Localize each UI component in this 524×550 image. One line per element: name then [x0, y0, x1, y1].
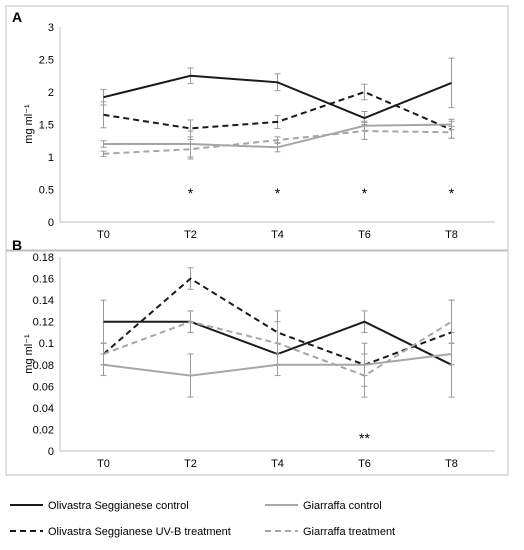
- series-line: [103, 74, 452, 120]
- significance-marker: *: [362, 185, 368, 201]
- y-tick-label: 0.18: [33, 252, 54, 264]
- y-tick-label: 3: [48, 22, 54, 34]
- significance-marker: **: [359, 430, 370, 446]
- y-tick-label: 2: [48, 87, 54, 99]
- x-tick-label: T0: [97, 229, 110, 241]
- panel-label: B: [12, 237, 22, 253]
- panel-b-chart: B 0 0.02 0.04 0.06 0.08 0.1 0.12 0.14 0.16 0.18 mg …: [5, 237, 509, 476]
- series-line: [103, 123, 452, 149]
- series-line: [102, 277, 452, 366]
- chart-frame: [5, 249, 509, 476]
- y-tick-label: 0.06: [33, 381, 54, 393]
- x-tick-label: T8: [445, 458, 458, 470]
- y-tick-label: 0.5: [39, 185, 54, 197]
- y-tick-label: 0.04: [33, 403, 54, 415]
- series-line: [103, 129, 452, 155]
- x-tick-label: T6: [358, 229, 371, 241]
- y-tick-label: 1: [48, 152, 54, 164]
- series-1: [100, 83, 455, 139]
- x-tick-label: T8: [445, 229, 458, 241]
- series-3: [100, 299, 455, 398]
- series-line: [103, 320, 453, 377]
- series-3: [100, 122, 455, 160]
- series-line: [103, 90, 452, 131]
- y-axis-label: mg ml⁻¹: [23, 104, 35, 144]
- chart-frame: [5, 5, 509, 252]
- legend: Olivastra Seggianese control Giarraffa co…: [10, 500, 395, 538]
- x-tick-label: T2: [184, 229, 197, 241]
- legend-label: Olivastra Seggianese control: [48, 500, 189, 512]
- x-tick-label: T4: [271, 229, 284, 241]
- y-tick-label: 0.08: [33, 360, 54, 372]
- significance-marker: *: [275, 185, 281, 201]
- y-tick-label: 0.02: [33, 424, 54, 436]
- y-tick-label: 2.5: [39, 55, 54, 67]
- legend-label: Giarraffa control: [303, 500, 382, 512]
- y-tick-label: 0.12: [33, 317, 54, 329]
- y-tick-label: 0.14: [33, 295, 54, 307]
- panel-label: A: [12, 9, 22, 25]
- y-tick-label: 1.5: [39, 120, 54, 132]
- panel-a-chart: A 0 0.5 1 1.5 2 2.5 3 mg ml⁻¹ T0 T2 T4 T6 T8 * * * *: [5, 5, 509, 252]
- legend-label: Giarraffa treatment: [303, 526, 395, 538]
- x-tick-label: T0: [97, 458, 110, 470]
- y-tick-label: 0.1: [39, 338, 54, 350]
- series-0: [100, 57, 455, 125]
- x-tick-label: T6: [358, 458, 371, 470]
- significance-marker: *: [449, 185, 455, 201]
- significance-marker: *: [188, 185, 194, 201]
- x-tick-label: T2: [184, 458, 197, 470]
- y-tick-label: 0: [48, 446, 54, 458]
- y-tick-label: 0.16: [33, 274, 54, 286]
- legend-label: Olivastra Seggianese UV-B treatment: [48, 526, 231, 538]
- y-tick-label: 0: [48, 217, 54, 229]
- y-axis-label: mg ml⁻¹: [23, 334, 35, 374]
- x-tick-label: T4: [271, 458, 284, 470]
